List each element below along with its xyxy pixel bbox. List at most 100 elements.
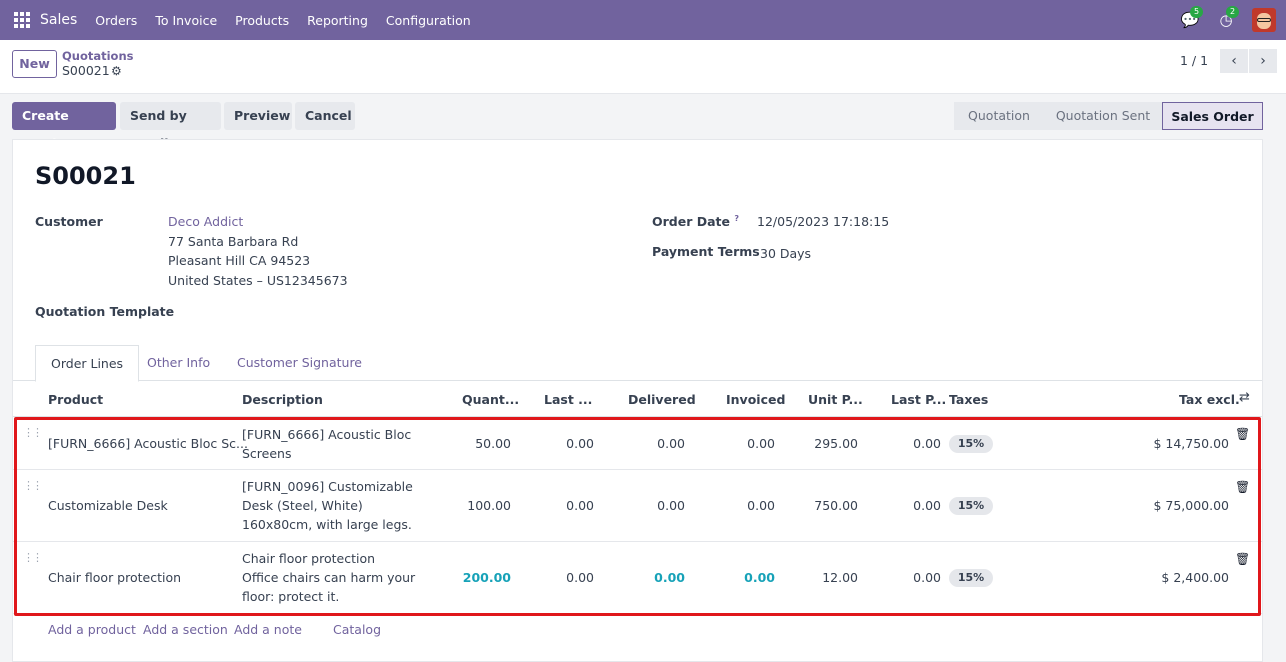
add-product-link[interactable]: Add a product <box>48 622 136 637</box>
tax-badge[interactable]: 15% <box>949 497 993 515</box>
add-line-links: Add a product Add a section Add a note C… <box>13 622 1262 650</box>
row-delivered: 0.00 <box>657 498 685 513</box>
status-quotation[interactable]: Quotation <box>954 102 1044 130</box>
row-last-price: 0.00 <box>913 498 941 513</box>
header-quantity[interactable]: Quant... <box>462 392 520 407</box>
trash-icon[interactable]: 🗑 <box>1235 480 1251 494</box>
row-last: 0.00 <box>566 436 594 451</box>
chevron-right-icon: › <box>1260 53 1266 69</box>
menu-to-invoice[interactable]: To Invoice <box>155 12 218 28</box>
optional-columns-icon[interactable]: ⇄ <box>1239 390 1250 405</box>
header-description[interactable]: Description <box>242 392 323 407</box>
row-quantity[interactable]: 200.00 <box>462 570 511 585</box>
row-invoiced: 0.00 <box>747 436 775 451</box>
pager-value[interactable]: 1 / 1 <box>1180 53 1209 68</box>
top-navbar: Sales Orders To Invoice Products Reporti… <box>0 0 1286 40</box>
status-sales-order[interactable]: Sales Order <box>1162 102 1263 130</box>
row-quantity[interactable]: 50.00 <box>475 436 511 451</box>
add-section-link[interactable]: Add a section <box>143 622 228 637</box>
menu-orders[interactable]: Orders <box>95 12 138 28</box>
menu-configuration[interactable]: Configuration <box>385 12 471 28</box>
preview-button[interactable]: Preview <box>224 102 292 130</box>
notebook-tabs: Order Lines Other Info Customer Signatur… <box>13 345 1262 382</box>
row-delivered: 0.00 <box>657 436 685 451</box>
customer-link[interactable]: Deco Addict <box>168 214 244 229</box>
header-invoiced[interactable]: Invoiced <box>726 392 786 407</box>
row-invoiced: 0.00 <box>744 570 775 585</box>
payment-terms-value[interactable]: 30 Days <box>760 246 812 261</box>
drag-handle-icon[interactable]: ⋮⋮ <box>23 426 43 439</box>
control-panel: New Quotations S00021 ⚙ 1 / 1 ‹ › <box>0 40 1286 94</box>
row-last-price: 0.00 <box>913 436 941 451</box>
drag-handle-icon[interactable]: ⋮⋮ <box>23 551 43 564</box>
add-note-link[interactable]: Add a note <box>234 622 302 637</box>
row-product[interactable]: [FURN_6666] Acoustic Bloc Sc... <box>48 436 248 451</box>
breadcrumb-quotations[interactable]: Quotations <box>62 49 134 63</box>
customer-address-line: United States – US12345673 <box>168 273 348 288</box>
header-taxes[interactable]: Taxes <box>949 392 989 407</box>
tax-badge[interactable]: 15% <box>949 435 993 453</box>
table-header: Product Description Quant... Last ... De… <box>13 381 1262 417</box>
table-row[interactable]: ⋮⋮ Customizable Desk [FURN_0096] Customi… <box>13 470 1262 542</box>
pager-next-button[interactable]: › <box>1249 49 1277 73</box>
trash-icon[interactable]: 🗑 <box>1235 552 1251 566</box>
header-delivered[interactable]: Delivered <box>628 392 696 407</box>
action-bar: Create Invoice Send by Email Preview Can… <box>0 94 1286 151</box>
row-last: 0.00 <box>566 498 594 513</box>
menu-products[interactable]: Products <box>235 12 290 28</box>
row-unit-price[interactable]: 295.00 <box>814 436 858 451</box>
header-tax-excl[interactable]: Tax excl. <box>1179 392 1240 407</box>
app-brand[interactable]: Sales <box>40 12 78 28</box>
row-unit-price[interactable]: 750.00 <box>814 498 858 513</box>
customer-address-line: Pleasant Hill CA 94523 <box>168 253 311 268</box>
order-date-label: Order Date ? <box>652 214 739 230</box>
row-last-price: 0.00 <box>913 570 941 585</box>
chevron-left-icon: ‹ <box>1231 53 1237 69</box>
row-subtotal: $ 14,750.00 <box>1153 436 1229 451</box>
payment-terms-label: Payment Terms <box>652 244 760 259</box>
customer-label: Customer <box>35 214 103 229</box>
customer-address-line: 77 Santa Barbara Rd <box>168 234 299 249</box>
create-invoice-button[interactable]: Create Invoice <box>12 102 116 151</box>
highlight-annotation-box <box>14 417 1261 616</box>
row-unit-price[interactable]: 12.00 <box>822 570 858 585</box>
apps-menu-icon[interactable] <box>13 11 31 29</box>
order-title: S00021 <box>35 162 136 190</box>
activities-count-badge: 2 <box>1226 6 1240 18</box>
form-sheet: S00021 Customer Deco Addict 77 Santa Bar… <box>12 139 1263 662</box>
tab-customer-signature[interactable]: Customer Signature <box>237 355 362 370</box>
tax-badge[interactable]: 15% <box>949 569 993 587</box>
row-last: 0.00 <box>566 570 594 585</box>
menu-reporting[interactable]: Reporting <box>307 12 368 28</box>
drag-handle-icon[interactable]: ⋮⋮ <box>23 479 43 492</box>
row-quantity[interactable]: 100.00 <box>467 498 511 513</box>
new-button[interactable]: New <box>12 50 57 78</box>
tab-order-lines[interactable]: Order Lines <box>35 345 140 382</box>
breadcrumb-current: S00021 <box>62 63 110 78</box>
header-product[interactable]: Product <box>48 392 104 407</box>
messages-button[interactable]: 💬 5 <box>1178 6 1204 32</box>
catalog-link[interactable]: Catalog <box>333 622 382 637</box>
activities-button[interactable]: ◷ 2 <box>1214 6 1240 32</box>
order-date-value[interactable]: 12/05/2023 17:18:15 <box>757 214 890 229</box>
tab-other-info[interactable]: Other Info <box>147 355 211 370</box>
row-description[interactable]: [FURN_6666] Acoustic Bloc Screens <box>242 427 412 461</box>
header-last[interactable]: Last ... <box>544 392 593 407</box>
table-row[interactable]: ⋮⋮ [FURN_6666] Acoustic Bloc Sc... [FURN… <box>13 417 1262 470</box>
row-description[interactable]: [FURN_0096] Customizable Desk (Steel, Wh… <box>242 479 413 532</box>
row-product[interactable]: Chair floor protection <box>48 570 182 585</box>
pager-previous-button[interactable]: ‹ <box>1220 49 1248 73</box>
status-quotation-sent[interactable]: Quotation Sent <box>1044 102 1162 130</box>
send-by-email-button[interactable]: Send by Email <box>120 102 221 151</box>
user-avatar[interactable] <box>1252 8 1276 32</box>
gear-icon[interactable]: ⚙ <box>111 64 122 78</box>
cancel-button[interactable]: Cancel <box>295 102 355 130</box>
help-icon[interactable]: ? <box>734 214 739 223</box>
header-unit-price[interactable]: Unit P... <box>808 392 863 407</box>
row-product[interactable]: Customizable Desk <box>48 498 168 513</box>
header-last-price[interactable]: Last P... <box>891 392 947 407</box>
trash-icon[interactable]: 🗑 <box>1235 427 1251 441</box>
row-description[interactable]: Chair floor protection Office chairs can… <box>242 551 416 604</box>
row-invoiced: 0.00 <box>747 498 775 513</box>
messages-count-badge: 5 <box>1190 6 1204 18</box>
